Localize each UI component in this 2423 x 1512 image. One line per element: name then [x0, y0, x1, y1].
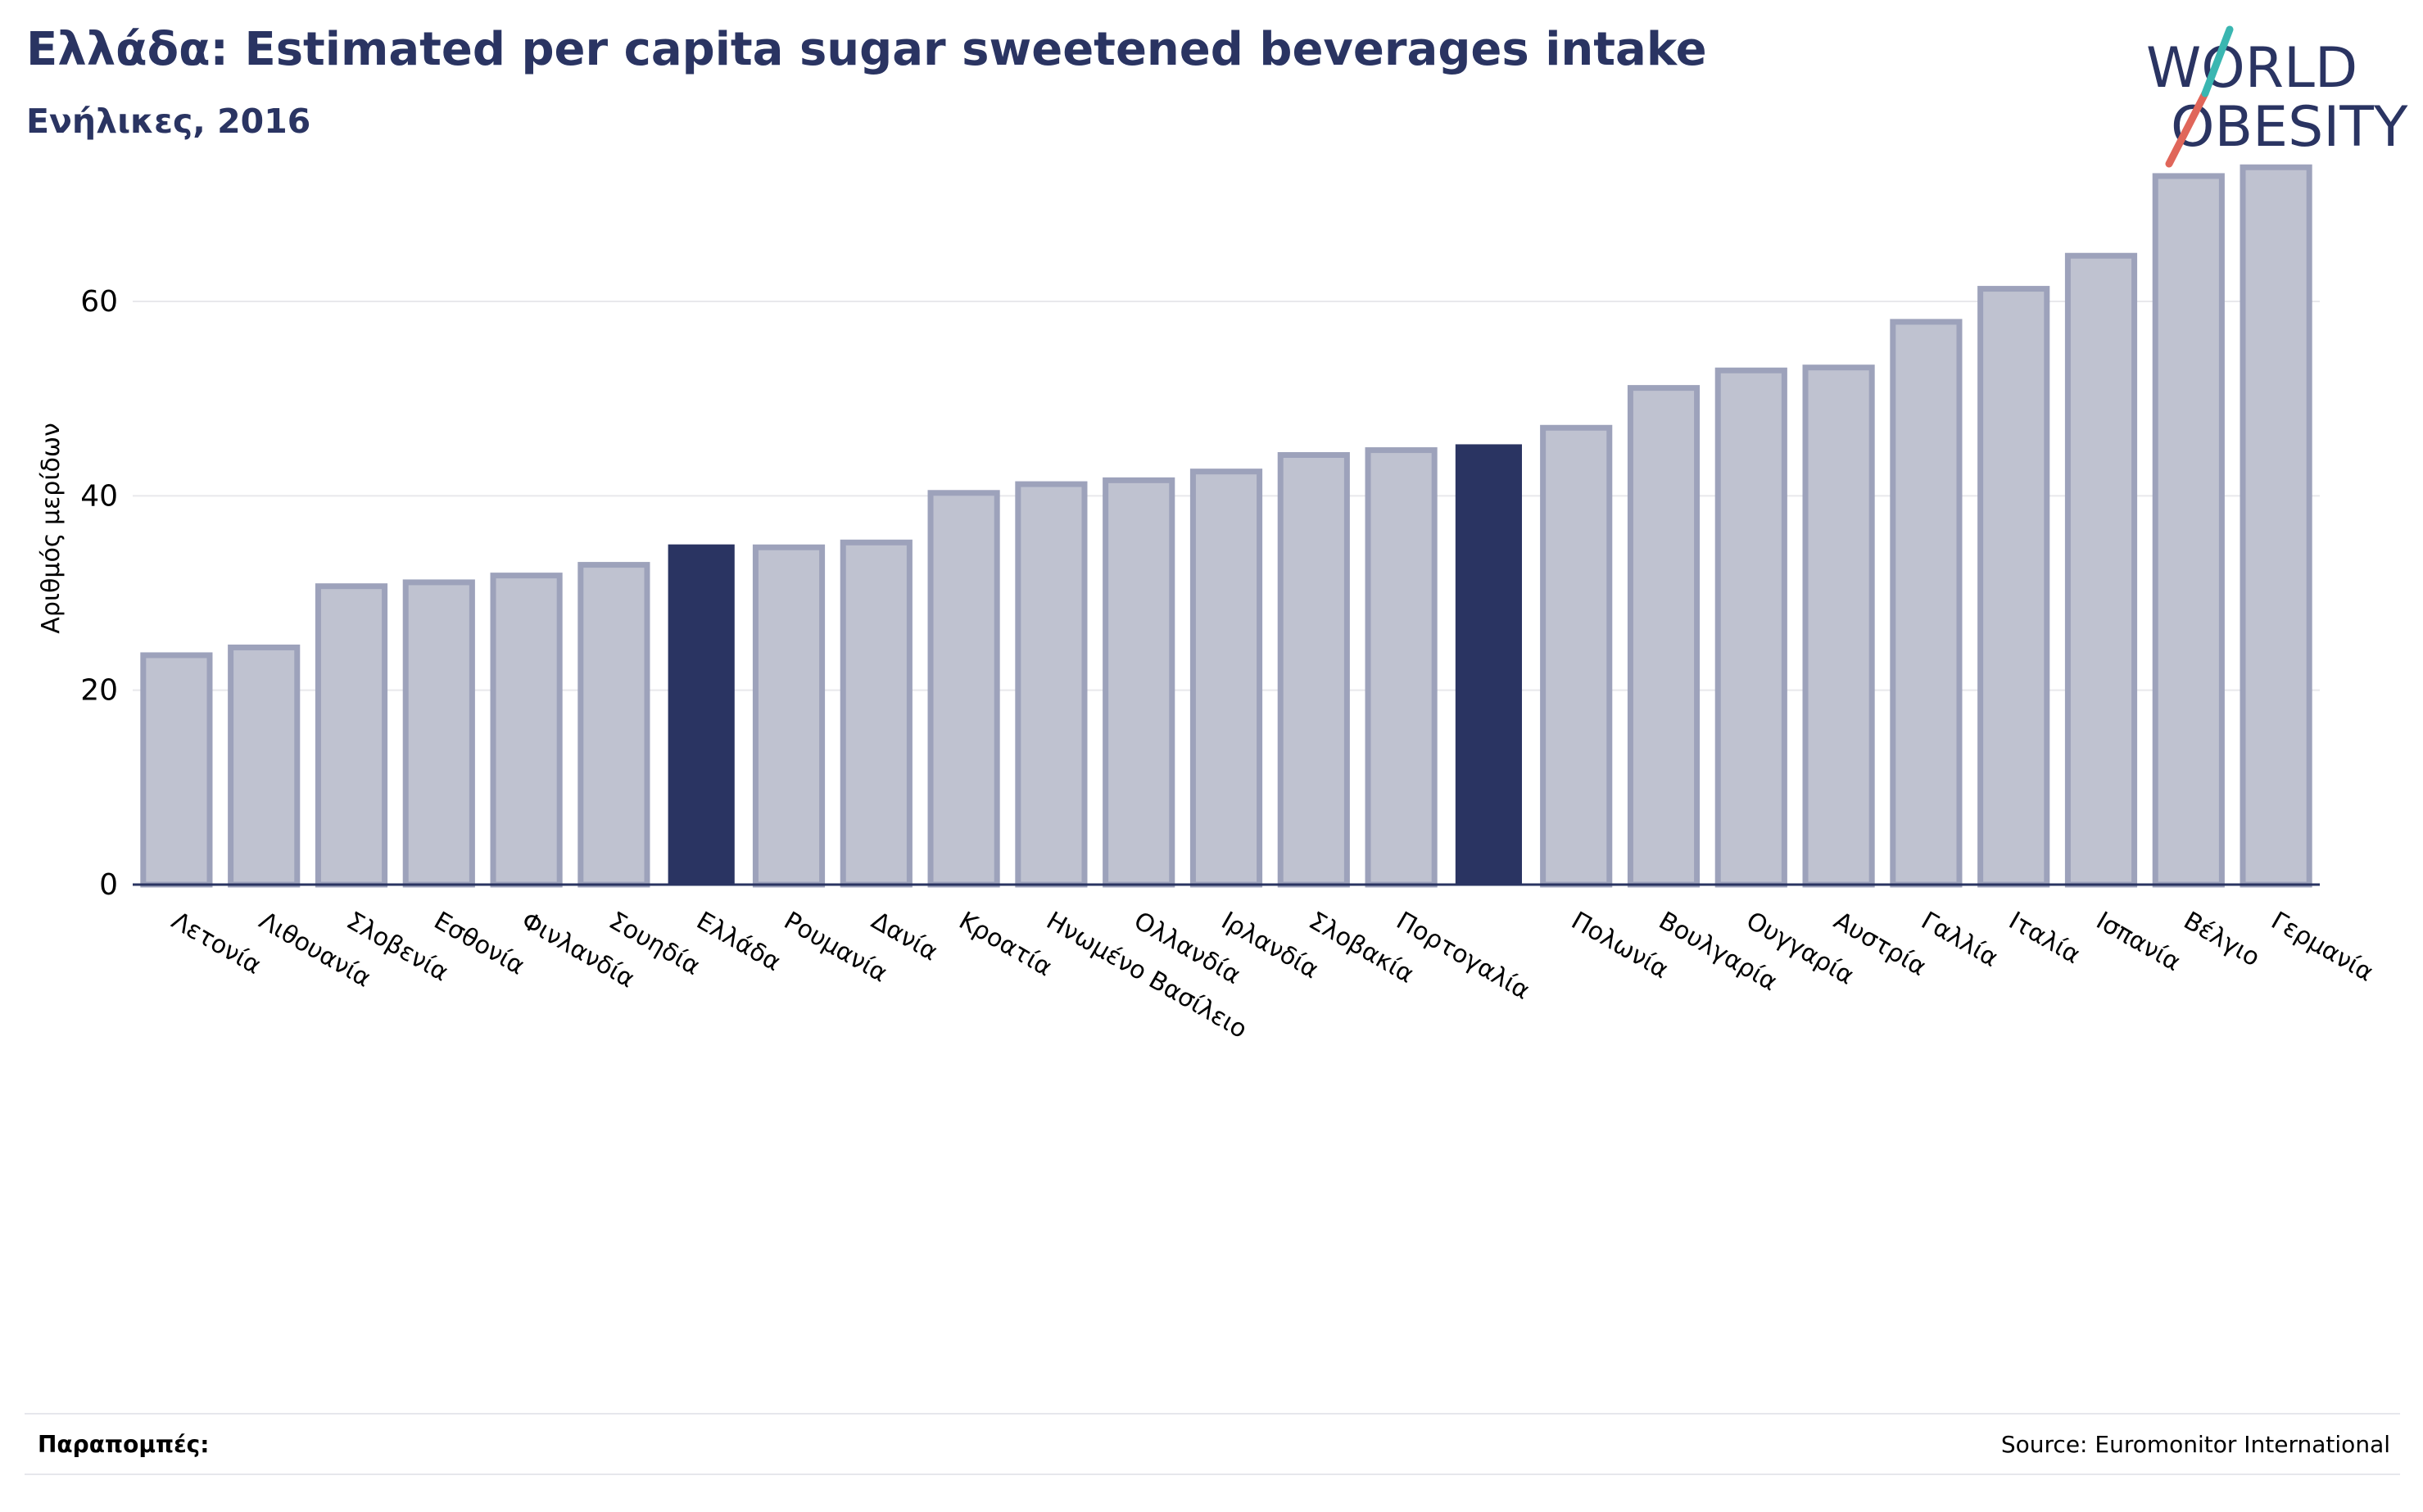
- y-tick-label: 20: [80, 674, 118, 708]
- x-tick-label: Κροατία: [954, 907, 1058, 983]
- y-axis-label: Αριθμός μερίδων: [37, 423, 66, 633]
- logo-slash-coral: [2165, 89, 2209, 168]
- bar: [315, 583, 388, 888]
- bar: [402, 579, 475, 888]
- bar: [752, 544, 826, 888]
- bar: [140, 652, 213, 888]
- bar: [1714, 367, 1787, 888]
- bar: [1015, 481, 1088, 888]
- bar: [840, 539, 913, 888]
- bar: [927, 490, 1000, 888]
- x-tick-label: Ισπανία: [2091, 907, 2185, 978]
- x-tick-label: Πολωνία: [1566, 907, 1673, 985]
- bar: [490, 573, 563, 888]
- y-tick-label: 40: [80, 479, 118, 513]
- bar: [1103, 477, 1175, 888]
- logo-slash-teal: [2201, 25, 2234, 97]
- bar: [2064, 252, 2138, 888]
- logo-line2: OBESITY: [2171, 95, 2408, 160]
- bar: [1540, 424, 1613, 888]
- bar: [1802, 364, 1875, 888]
- logo-graphic: WORLD OBESITY: [2146, 25, 2408, 168]
- bar: [1189, 469, 1263, 888]
- y-tick-label: 0: [99, 868, 118, 902]
- x-tick-label: Βέλγιο: [2179, 907, 2265, 973]
- bars: [140, 164, 2312, 888]
- bar: [2152, 173, 2225, 888]
- bar: [1365, 447, 1438, 888]
- x-tick-label: Πορτογαλία: [1392, 907, 1535, 1006]
- bar: [577, 562, 650, 888]
- y-tick-label: 60: [80, 285, 118, 319]
- bar: [1890, 319, 1963, 888]
- bar: [1277, 451, 1350, 888]
- x-tick-label: Γαλλία: [1916, 907, 2003, 973]
- bar: [1977, 286, 2050, 888]
- bar: [668, 544, 735, 885]
- x-tick-label: Ιταλία: [2004, 907, 2085, 970]
- bar: [2240, 164, 2312, 888]
- x-tick-labels: ΛετονίαΛιθουανίαΣλοβενίαΕσθονίαΦινλανδία…: [166, 907, 2378, 1045]
- logo-line1: WORLD: [2146, 36, 2357, 101]
- x-tick-label: Λετονία: [166, 907, 265, 980]
- bar: [1455, 444, 1522, 885]
- footer: Παραπομπές: Source: Euromonitor Internat…: [25, 1413, 2400, 1475]
- x-tick-label: Ελλάδα: [691, 907, 786, 977]
- bar: [228, 644, 301, 888]
- y-tick-labels: 0 20 40 60: [80, 285, 118, 902]
- chart-title: Ελλάδα: Estimated per capita sugar sweet…: [26, 23, 1707, 76]
- bar: [1627, 385, 1701, 888]
- x-tick-label: Γερμανία: [2267, 907, 2379, 988]
- source-note: Source: Euromonitor International: [2000, 1431, 2390, 1458]
- world-obesity-logo: WORLD OBESITY: [2138, 23, 2408, 174]
- chart-subtitle: Ενήλικες, 2016: [26, 102, 311, 141]
- references-label: Παραπομπές:: [38, 1431, 210, 1458]
